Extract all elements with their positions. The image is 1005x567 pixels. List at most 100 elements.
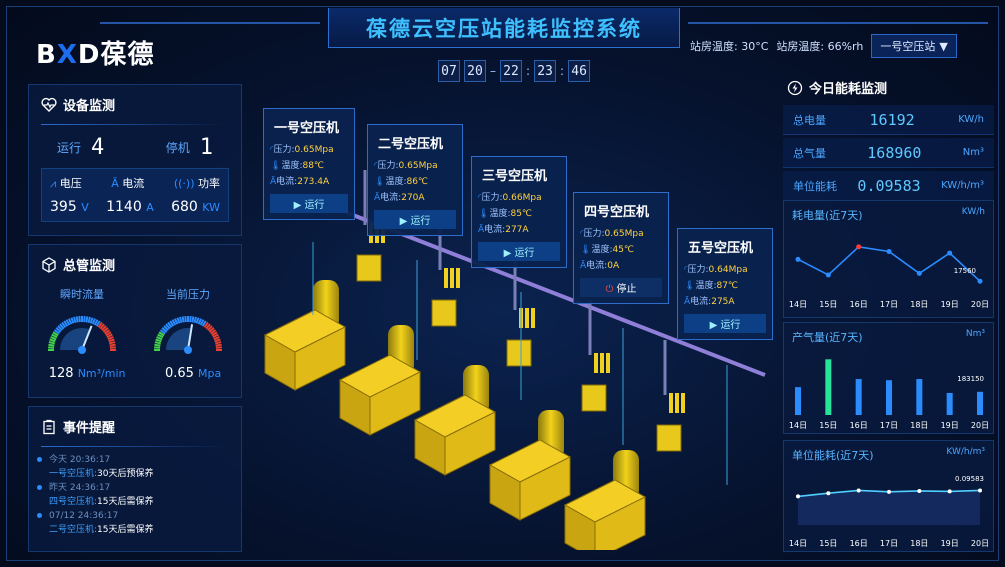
gauge-tick xyxy=(85,316,89,323)
clock-day: 20 xyxy=(464,60,486,82)
data-point xyxy=(825,272,831,278)
compressor-right xyxy=(594,496,646,550)
voltage-icon: ⩘ xyxy=(50,177,60,190)
machine-card-3[interactable]: 三号空压机 ◜压力:0.66Mpa 🌡温度:85℃ Ā电流:277A ▶ 运行 xyxy=(471,156,567,268)
gauge-tick xyxy=(89,317,94,324)
gauge-tick xyxy=(57,325,63,331)
x-tick-label: 20日 xyxy=(971,539,989,548)
gauge-tick xyxy=(93,319,99,326)
gauge-tick xyxy=(165,323,171,330)
run-status-button[interactable]: ▶ 运行 xyxy=(270,194,348,213)
filter xyxy=(525,308,529,328)
data-point xyxy=(796,494,800,499)
dryer-unit xyxy=(581,384,607,412)
gauge-tick xyxy=(210,329,217,335)
logo: BXD葆德 xyxy=(36,40,155,70)
machine-card-5[interactable]: 五号空压机 ◜压力:0.64Mpa 🌡温度:87℃ Ā电流:275A ▶ 运行 xyxy=(677,228,773,340)
data-point xyxy=(977,278,983,284)
filter xyxy=(456,268,460,288)
gauge-tick xyxy=(48,341,56,345)
compressor-unit xyxy=(338,215,460,436)
run-status-button[interactable]: ▶ 运行 xyxy=(374,210,456,229)
gauge-tick xyxy=(55,327,62,333)
gauge-tick xyxy=(191,316,195,323)
event-item[interactable]: 昨天 24:36:17 四号空压机:15天后需保养 xyxy=(29,481,241,509)
x-tick-label: 15日 xyxy=(819,539,837,548)
station-select[interactable]: 一号空压站 ▼ xyxy=(871,34,957,58)
header-line-right xyxy=(688,22,988,24)
run-label: 运行 xyxy=(57,141,82,155)
power-icon: ((·)) xyxy=(173,177,198,190)
x-tick-label: 15日 xyxy=(819,421,837,430)
chart-unit: Nm³ xyxy=(965,329,985,339)
power-value: 680 xyxy=(171,199,198,215)
gauge-tick xyxy=(157,333,164,339)
chart-title: 产气量(近7天) xyxy=(792,331,863,344)
run-status-button[interactable]: ▶ 运行 xyxy=(478,242,560,261)
stop-label: 停机 xyxy=(165,141,190,155)
data-point xyxy=(978,488,982,493)
event-item[interactable]: 今天 20:36:17 一号空压机:30天后预保养 xyxy=(29,453,241,481)
compressor-scene xyxy=(263,170,766,550)
run-status-button[interactable]: ▶ 运行 xyxy=(684,314,766,333)
current-value: 1140 xyxy=(106,199,142,215)
power-line-chart: 17560 14日 15日 16日 17日 18日 19日 20日 xyxy=(789,244,989,309)
compressor-right xyxy=(444,411,496,476)
bar xyxy=(977,391,983,415)
unit-energy-row: 单位能耗 0.09583 KW/h/m³ xyxy=(783,171,994,201)
data-point xyxy=(917,488,922,493)
filter xyxy=(669,393,673,413)
gauge-tick xyxy=(211,331,218,337)
current-label: 电流 xyxy=(122,177,145,190)
data-point xyxy=(856,244,862,250)
x-tick-label: 14日 xyxy=(789,539,807,548)
unit-area-chart: 0.09583 14日 15日 16日 17日 18日 19日 20日 xyxy=(789,475,989,548)
gauge-tick xyxy=(109,343,116,347)
play-icon: ▶ xyxy=(709,320,721,331)
gauge-tick xyxy=(49,338,56,343)
data-point xyxy=(886,249,892,254)
chart-unit: KW/h/m³ xyxy=(946,447,985,457)
gauge-tick xyxy=(108,338,115,343)
x-tick-label: 16日 xyxy=(850,539,868,548)
filter xyxy=(450,268,454,288)
gauge-tick xyxy=(61,321,67,328)
data-point xyxy=(947,250,953,256)
clock-month: 07 xyxy=(438,60,460,82)
filter xyxy=(600,353,604,373)
gauge-tick xyxy=(48,343,55,347)
machine-card-4[interactable]: 四号空压机 ◜压力:0.65Mpa 🌡温度:45℃ Ā电流:0A ⏻ 停止 xyxy=(573,192,669,304)
gauge-tick xyxy=(201,320,207,327)
machine-card-1[interactable]: 一号空压机 ◜压力:0.65Mpa 🌡温度:88℃ Ā电流:273.4A ▶ 运… xyxy=(263,108,355,220)
gauge-tick xyxy=(95,320,101,327)
pressure-gauge xyxy=(154,316,222,354)
x-tick-label: 19日 xyxy=(941,539,959,548)
dryer-unit xyxy=(506,339,532,367)
pressure-unit: Mpa xyxy=(198,367,222,380)
gauge-tick xyxy=(208,327,215,333)
data-point xyxy=(887,489,891,494)
bar xyxy=(825,359,832,415)
compressor-right xyxy=(294,326,346,391)
pulse-icon xyxy=(41,97,57,112)
filter xyxy=(531,308,535,328)
x-tick-label: 14日 xyxy=(789,300,807,309)
main-pipe xyxy=(339,208,766,377)
data-point xyxy=(826,491,831,496)
machine-card-2[interactable]: 二号空压机 ◜压力:0.65Mpa 🌡温度:86℃ Ā电流:270A ▶ 运行 xyxy=(367,124,463,236)
filter xyxy=(675,393,679,413)
gauge-tick xyxy=(104,329,111,335)
gauge-tick xyxy=(73,316,77,324)
compressor-unit xyxy=(563,340,728,550)
gauge-fill xyxy=(166,328,192,350)
gauge-tick xyxy=(161,327,168,333)
bar xyxy=(855,379,862,415)
gas-chart-panel: 产气量(近7天) Nm³ 183150 14日 15日 16日 17日 18日 19日 20日 xyxy=(783,322,994,434)
stop-status-button[interactable]: ⏻ 停止 xyxy=(580,278,662,297)
gauge-tick xyxy=(214,338,221,343)
gauge-tick xyxy=(50,336,57,341)
pipe-title: 总管监测 xyxy=(63,259,116,274)
event-item[interactable]: 07/12 24:36:17 二号空压机:15天后需保养 xyxy=(29,509,241,537)
title-box: 葆德云空压站能耗监控系统 xyxy=(328,8,680,48)
cube-icon xyxy=(42,256,56,273)
